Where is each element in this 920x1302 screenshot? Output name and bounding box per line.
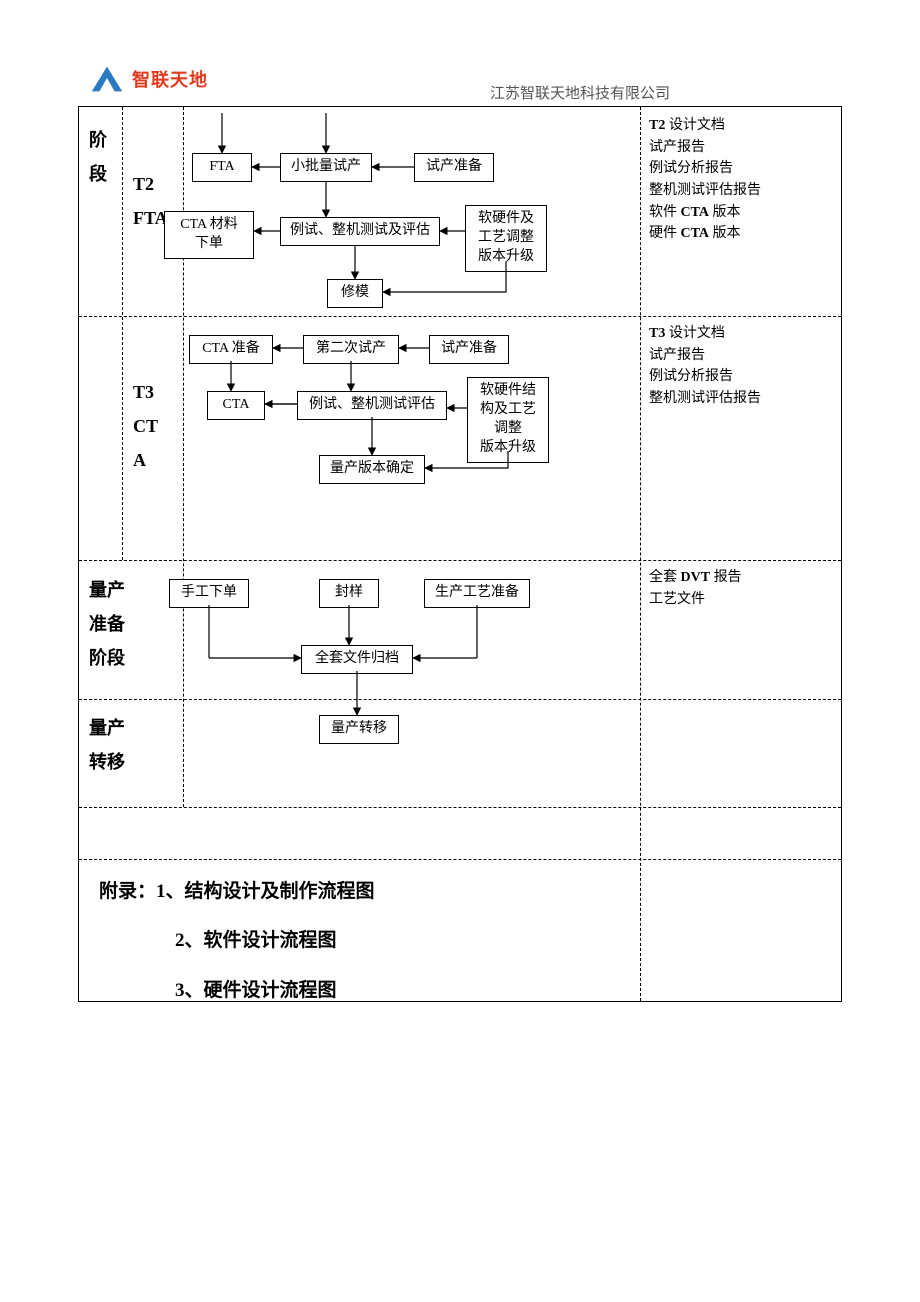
logo-icon <box>88 62 126 96</box>
flow-node: 例试、整机测试及评估 <box>280 217 440 246</box>
flow-node: 量产版本确定 <box>319 455 425 484</box>
appendix-item: 3、硬件设计流程图 <box>99 966 375 1015</box>
flow-node: 全套文件归档 <box>301 645 413 674</box>
grid-row <box>79 699 841 700</box>
grid-col <box>640 107 641 1001</box>
flow-node: FTA <box>192 153 252 182</box>
grid-row <box>79 859 841 860</box>
flow-node: 软硬件及工艺调整版本升级 <box>465 205 547 272</box>
appendix: 附录：1、结构设计及制作流程图 2、软件设计流程图 3、硬件设计流程图 <box>99 867 375 1015</box>
flow-node: 软硬件结构及工艺调整版本升级 <box>467 377 549 463</box>
brand-text: 智联天地 <box>132 66 208 92</box>
grid-col <box>122 107 123 560</box>
phase-label: 阶段 <box>89 123 117 191</box>
flow-node: 生产工艺准备 <box>424 579 530 608</box>
flow-node: 手工下单 <box>169 579 249 608</box>
flow-node: 量产转移 <box>319 715 399 744</box>
company-name: 江苏智联天地科技有限公司 <box>490 82 670 103</box>
page: 智联天地 江苏智联天地科技有限公司 阶段T2FTAT3CTA量产准备阶段量产转移… <box>0 0 920 1302</box>
flow-node: CTA <box>207 391 265 420</box>
phase-label: 量产转移 <box>89 711 129 779</box>
flow-node: 封样 <box>319 579 379 608</box>
flow-node: 小批量试产 <box>280 153 372 182</box>
grid-row <box>79 807 841 808</box>
flow-node: 试产准备 <box>414 153 494 182</box>
phase-label: 量产准备阶段 <box>89 573 129 676</box>
flow-node: 试产准备 <box>429 335 509 364</box>
flow-node: CTA 材料下单 <box>164 211 254 259</box>
flow-node: CTA 准备 <box>189 335 273 364</box>
brand-logo: 智联天地 <box>88 62 208 96</box>
deliverables-note: 全套 DVT 报告工艺文件 <box>649 567 742 610</box>
appendix-title: 附录：1、结构设计及制作流程图 <box>99 867 375 916</box>
diagram-frame: 阶段T2FTAT3CTA量产准备阶段量产转移 FTA小批量试产试产准备CTA 材… <box>78 106 842 1002</box>
flow-node: 第二次试产 <box>303 335 399 364</box>
phase-label: T3CTA <box>133 375 177 478</box>
deliverables-note: T2 设计文档试产报告例试分析报告整机测试评估报告软件 CTA 版本硬件 CTA… <box>649 115 761 245</box>
grid-row <box>79 316 841 317</box>
flow-node: 修模 <box>327 279 383 308</box>
appendix-item: 2、软件设计流程图 <box>99 916 375 965</box>
grid-row <box>79 560 841 561</box>
deliverables-note: T3 设计文档试产报告例试分析报告整机测试评估报告 <box>649 323 761 410</box>
flow-node: 例试、整机测试评估 <box>297 391 447 420</box>
